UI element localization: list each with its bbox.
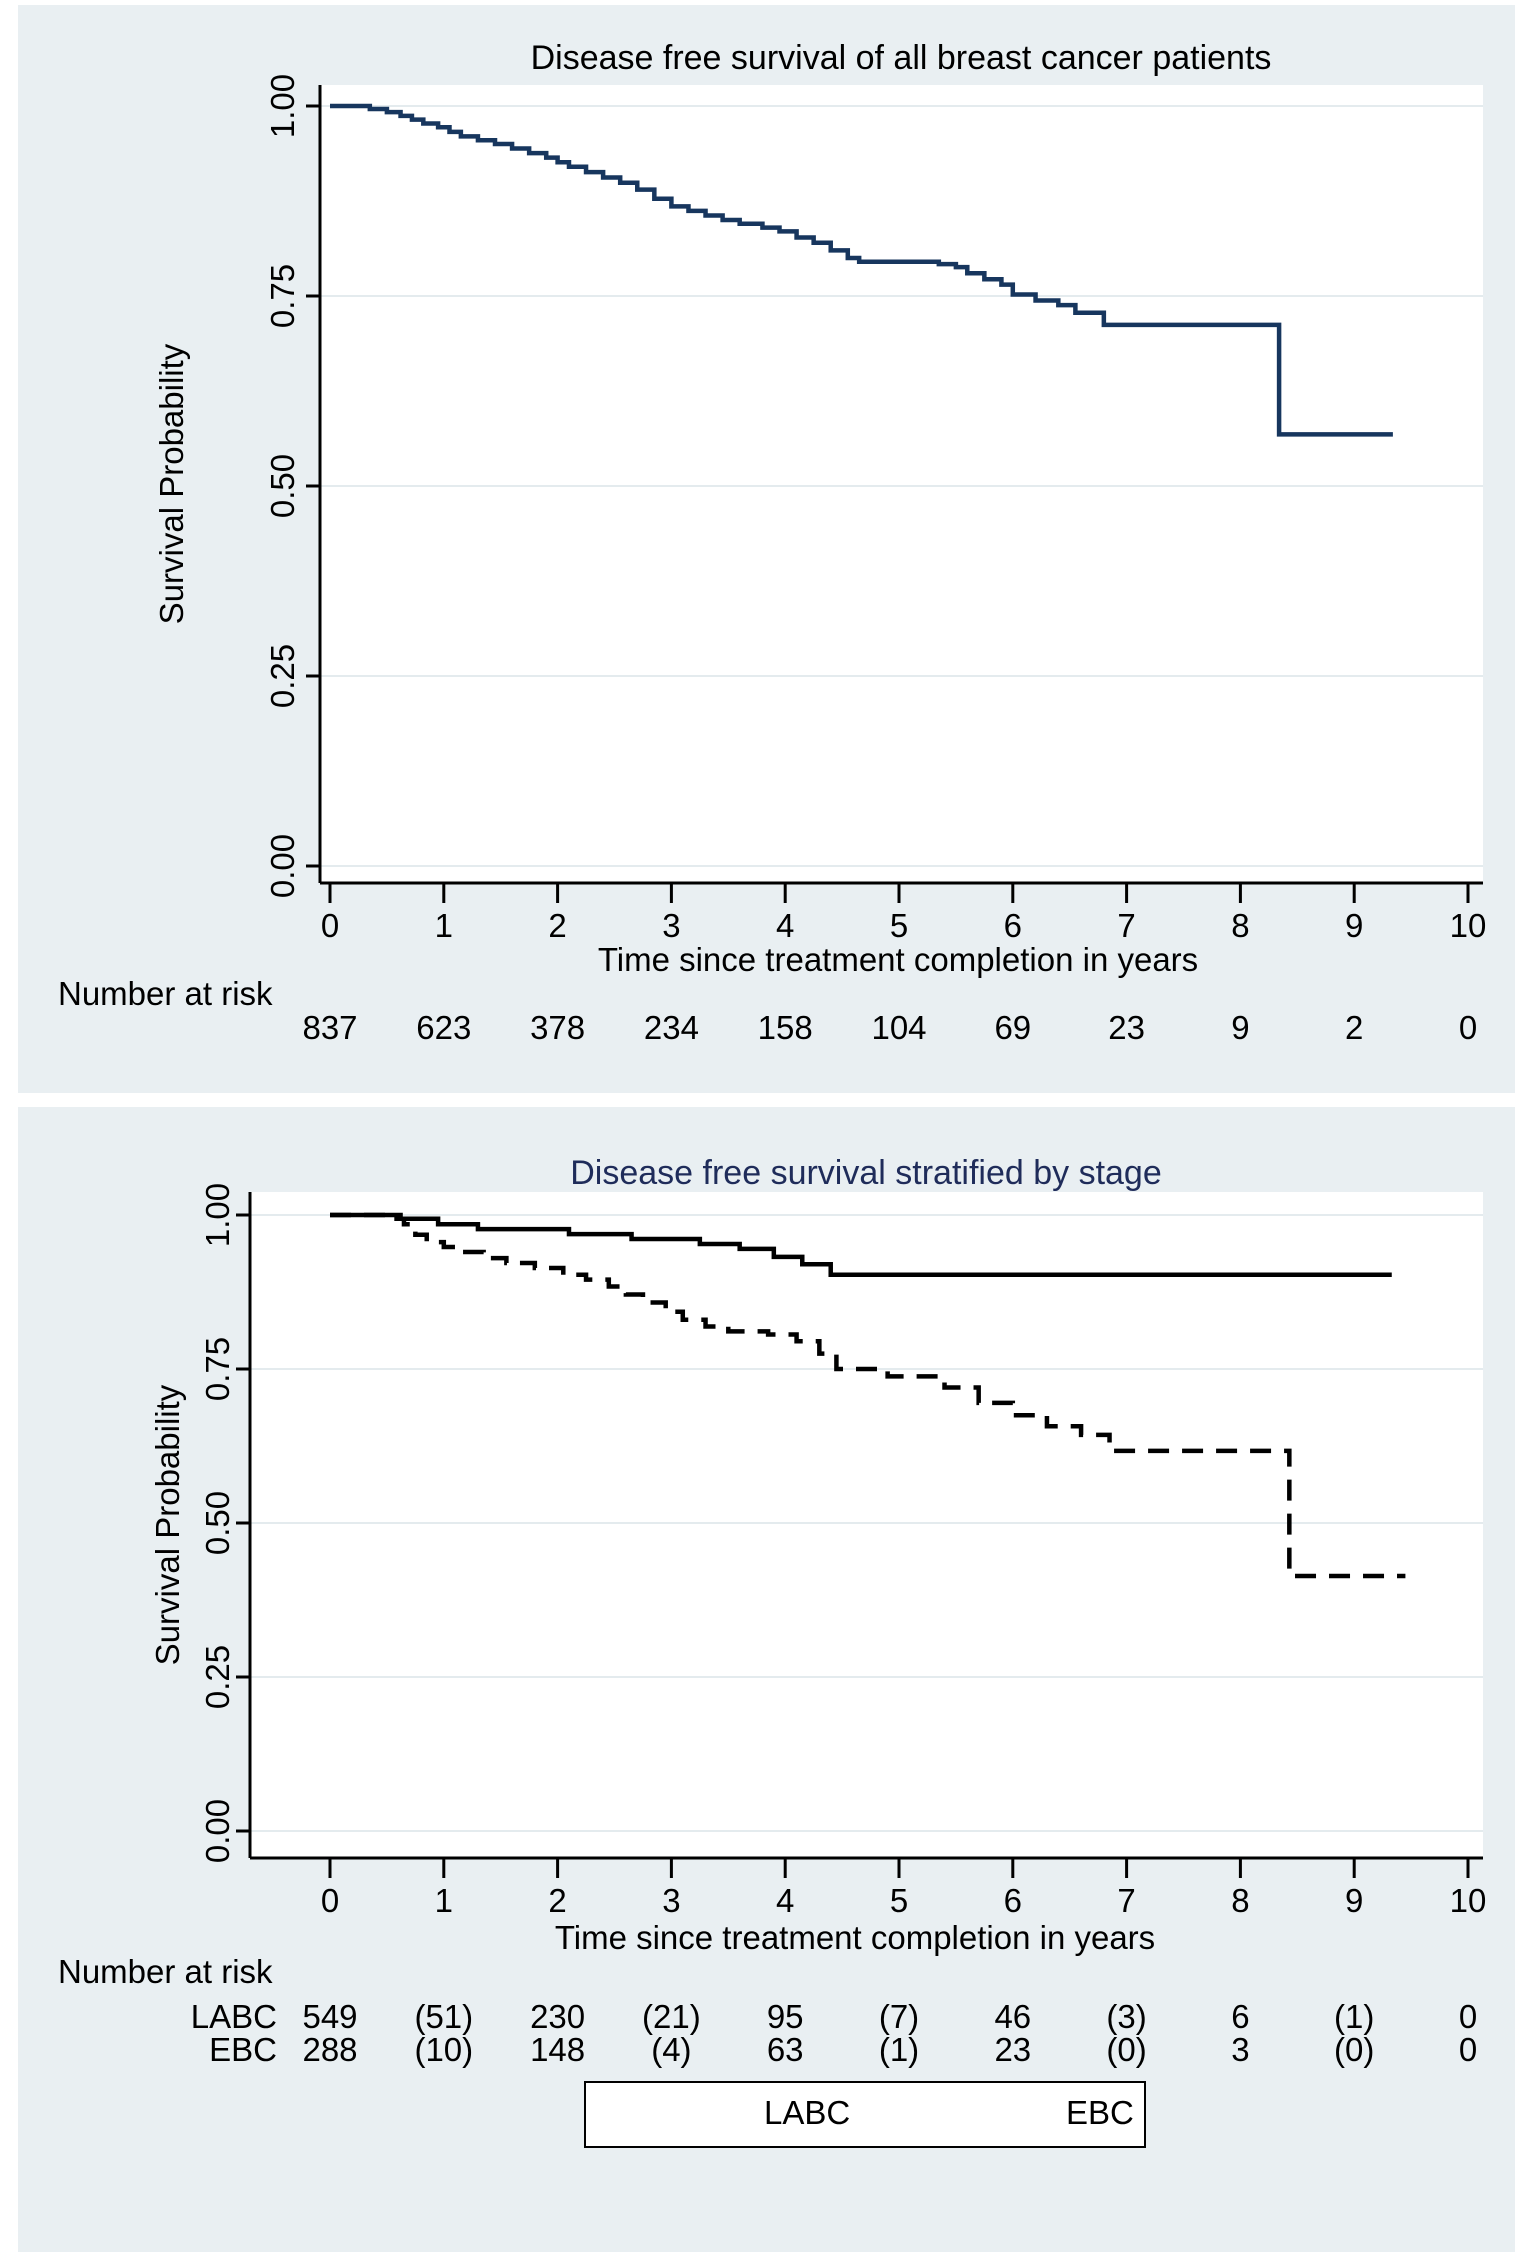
x-tick-label-0: 0 <box>320 1882 340 1919</box>
legend-label-labc: LABC <box>764 2094 851 2131</box>
risk-value: (3) <box>1106 1998 1147 2035</box>
risk-value: 0 <box>1458 1009 1478 1046</box>
x-tick-label-5: 5 <box>889 907 909 944</box>
risk-value: 623 <box>416 1009 472 1046</box>
y-tick-label-0.50: 0.50 <box>263 453 301 519</box>
y-tick-label-0.00: 0.00 <box>263 833 301 899</box>
km-curve-labc <box>330 1212 1406 1579</box>
risk-row-label-labc: LABC <box>190 1998 277 2035</box>
x-tick-label-0: 0 <box>320 907 340 944</box>
risk-value: 549 <box>302 1998 358 2035</box>
y-tick-label-0.25: 0.25 <box>263 643 301 709</box>
x-tick-label-7: 7 <box>1117 1882 1136 1919</box>
x-tick-label-3: 3 <box>662 907 681 944</box>
risk-value: 46 <box>994 1998 1032 2035</box>
x-tick-label-10: 10 <box>1449 1882 1487 1919</box>
chart2-title: Disease free survival stratified by stag… <box>570 1154 1162 1192</box>
chart2-number-at-risk-label: Number at risk <box>58 1953 273 1990</box>
legend-label-ebc: EBC <box>1066 2094 1134 2131</box>
risk-value: (0) <box>1106 2031 1147 2068</box>
risk-value: (4) <box>651 2031 692 2068</box>
risk-value: 9 <box>1231 1009 1250 1046</box>
risk-value: 234 <box>643 1009 699 1046</box>
chart1-x-axis-title: Time since treatment completion in years <box>597 941 1199 978</box>
km-curve-ebc <box>330 1212 1392 1277</box>
km-curve-all-breast-cancer-patients <box>330 103 1393 437</box>
risk-value: (10) <box>414 2031 474 2068</box>
x-tick-label-7: 7 <box>1117 907 1136 944</box>
risk-value: 158 <box>757 1009 813 1046</box>
y-tick-label-0.50: 0.50 <box>198 1490 236 1556</box>
risk-value: 288 <box>302 2031 358 2068</box>
x-tick-label-4: 4 <box>776 1882 795 1919</box>
chart2-x-axis-title: Time since treatment completion in years <box>554 1919 1156 1956</box>
plot-area <box>250 1192 1483 1858</box>
y-tick-label-1.00: 1.00 <box>263 73 301 139</box>
risk-value: (7) <box>878 1998 920 2035</box>
risk-value: 0 <box>1458 2031 1478 2068</box>
x-tick-label-1: 1 <box>434 907 453 944</box>
y-tick-label-0.75: 0.75 <box>198 1336 236 1402</box>
x-tick-label-3: 3 <box>662 1882 681 1919</box>
risk-value: 104 <box>871 1009 927 1046</box>
chart1-title: Disease free survival of all breast canc… <box>530 39 1272 77</box>
x-tick-label-6: 6 <box>1003 907 1022 944</box>
risk-value: (0) <box>1334 2031 1375 2068</box>
risk-value: (1) <box>1334 1998 1375 2035</box>
plot-area <box>320 85 1483 883</box>
risk-value: 69 <box>994 1009 1032 1046</box>
x-tick-label-10: 10 <box>1449 907 1487 944</box>
x-tick-label-1: 1 <box>434 1882 453 1919</box>
risk-value: 0 <box>1458 1998 1478 2035</box>
risk-value: 2 <box>1345 1009 1364 1046</box>
risk-value: 230 <box>530 1998 586 2035</box>
x-tick-label-8: 8 <box>1231 907 1250 944</box>
y-tick-label-0.75: 0.75 <box>263 263 301 329</box>
risk-value: 837 <box>302 1009 358 1046</box>
risk-value: 23 <box>994 2031 1032 2068</box>
x-tick-label-8: 8 <box>1231 1882 1250 1919</box>
risk-value: (21) <box>642 1998 701 2035</box>
legend-box <box>584 2081 1146 2148</box>
x-tick-label-9: 9 <box>1345 907 1364 944</box>
chart2-y-axis-title: Survival Probability <box>148 1384 186 1666</box>
x-tick-label-4: 4 <box>776 907 795 944</box>
chart1-number-at-risk-label: Number at risk <box>58 975 273 1012</box>
risk-value: (51) <box>414 1998 474 2035</box>
y-tick-label-1.00: 1.00 <box>198 1182 236 1248</box>
risk-value: 95 <box>766 1998 804 2035</box>
x-tick-label-2: 2 <box>548 1882 567 1919</box>
risk-value: (1) <box>878 2031 920 2068</box>
y-tick-label-0.00: 0.00 <box>198 1798 236 1864</box>
x-tick-label-6: 6 <box>1003 1882 1022 1919</box>
x-tick-label-9: 9 <box>1345 1882 1364 1919</box>
risk-value: 63 <box>766 2031 804 2068</box>
y-tick-label-0.25: 0.25 <box>198 1644 236 1710</box>
risk-value: 378 <box>530 1009 586 1046</box>
risk-value: 23 <box>1108 1009 1145 1046</box>
x-tick-label-5: 5 <box>889 1882 909 1919</box>
chart1-y-axis-title: Survival Probability <box>152 343 190 625</box>
risk-value: 6 <box>1231 1998 1250 2035</box>
x-tick-label-2: 2 <box>548 907 567 944</box>
risk-value: 3 <box>1231 2031 1250 2068</box>
risk-row-label-ebc: EBC <box>209 2031 277 2068</box>
risk-value: 148 <box>530 2031 586 2068</box>
